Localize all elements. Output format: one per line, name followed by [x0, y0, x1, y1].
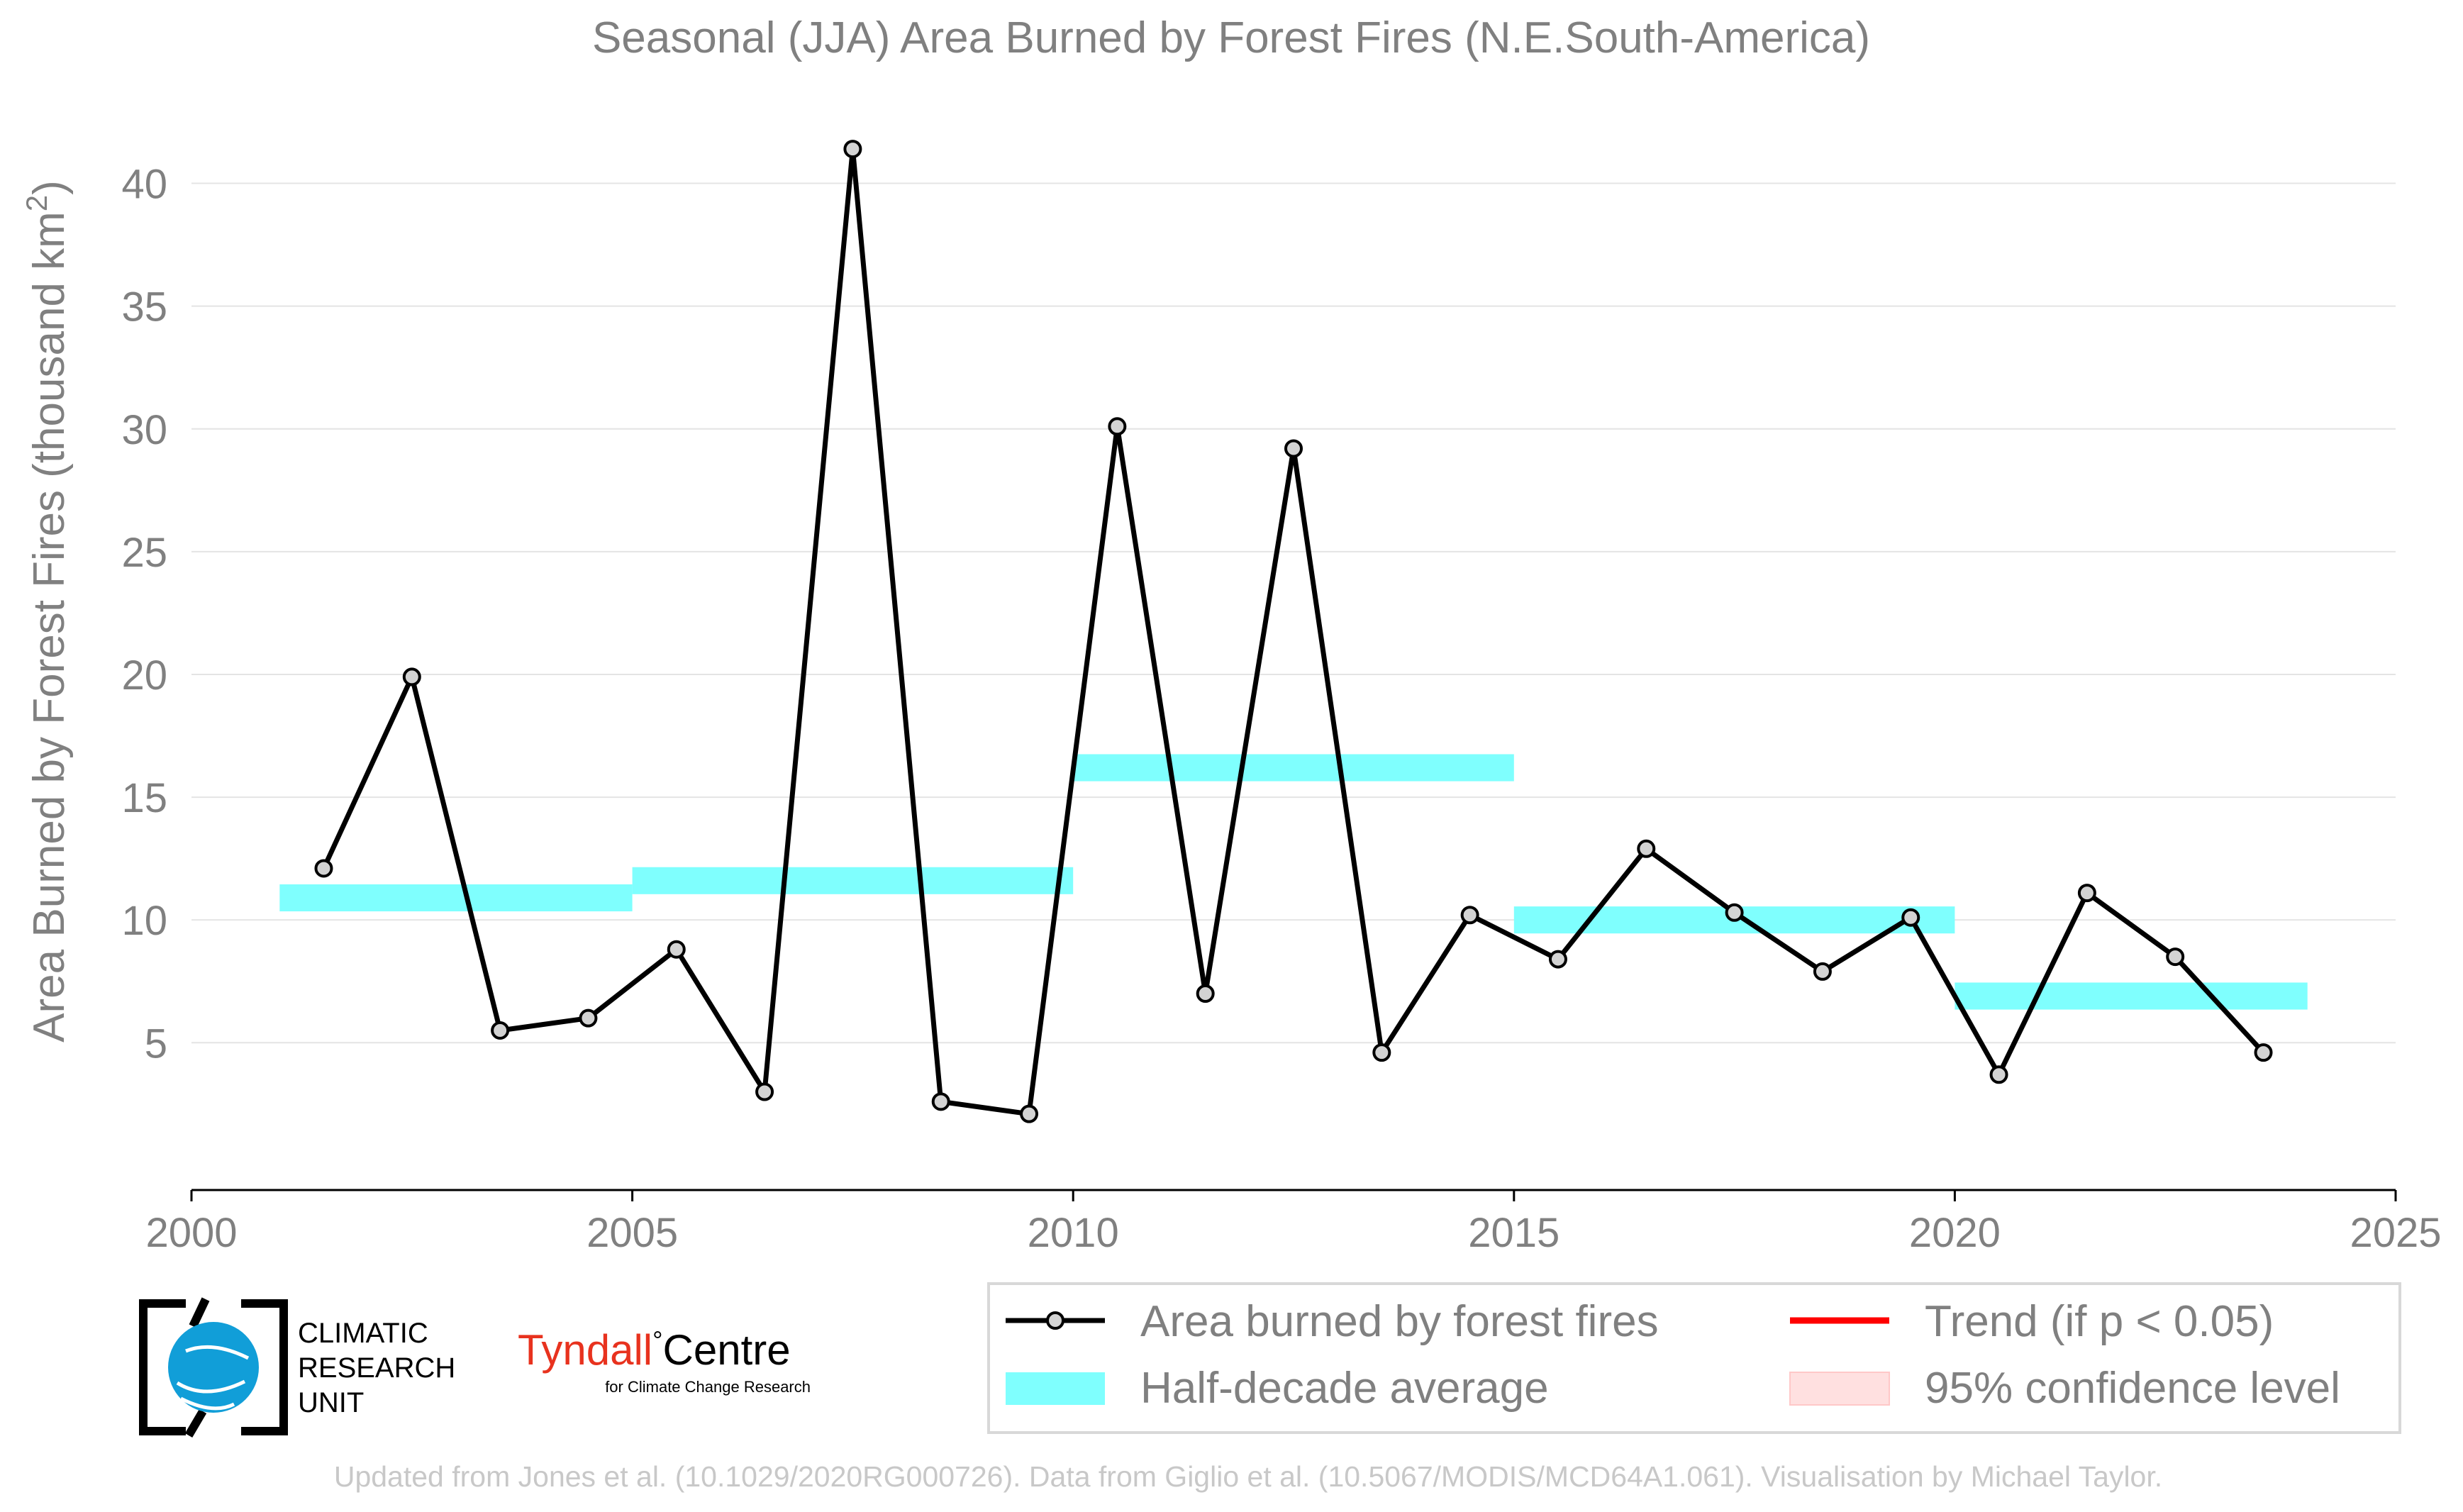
data-point — [1196, 984, 1215, 1004]
legend: Area burned by forest fires Trend (if p … — [987, 1282, 2401, 1434]
data-point — [1460, 906, 1479, 925]
y-axis-label-close: ) — [25, 180, 74, 195]
half-decade-bar — [279, 884, 633, 912]
y-tick-label: 35 — [121, 284, 167, 330]
tyndall-logo-centre: Centre — [663, 1326, 791, 1374]
tyndall-logo-name: Tyndall°Centre — [518, 1325, 791, 1374]
data-point — [1725, 903, 1744, 922]
cru-logo-bracket-right — [241, 1299, 288, 1435]
data-point — [2166, 947, 2185, 967]
legend-swatch-confidence — [1789, 1372, 1890, 1406]
data-point — [2077, 884, 2096, 903]
y-tick-label: 40 — [121, 162, 167, 208]
legend-swatch-area-burned-marker — [1046, 1311, 1064, 1330]
data-point — [1637, 839, 1656, 858]
tyndall-logo-degree: ° — [652, 1325, 662, 1355]
legend-swatch-half-decade — [1006, 1372, 1105, 1405]
series-line — [321, 146, 2266, 1117]
data-point — [667, 940, 686, 959]
x-tick-label: 2010 — [1028, 1210, 1119, 1256]
y-tick-label: 10 — [121, 898, 167, 944]
y-axis-label: Area Burned by Forest Fires (thousand km… — [20, 180, 74, 1043]
y-tick-label: 25 — [121, 530, 167, 576]
cru-logo-slash-top — [189, 1297, 210, 1328]
data-point — [1284, 439, 1303, 458]
legend-label-trend: Trend (if p < 0.05) — [1925, 1297, 2274, 1346]
cru-logo: CLIMATIC RESEARCH UNIT — [139, 1297, 455, 1438]
y-axis-label-superscript: 2 — [20, 195, 53, 211]
x-tick-label: 2000 — [145, 1210, 237, 1256]
x-tick-label: 2015 — [1468, 1210, 1559, 1256]
data-point — [1020, 1104, 1039, 1123]
tyndall-logo-subtitle: for Climate Change Research — [605, 1378, 811, 1396]
x-tick-label: 2005 — [586, 1210, 678, 1256]
y-tick-label: 30 — [121, 407, 167, 453]
cru-logo-line-2: RESEARCH — [298, 1352, 455, 1384]
tyndall-logo: Tyndall°Centre for Climate Change Resear… — [518, 1325, 811, 1396]
data-point — [843, 140, 862, 159]
legend-frame — [987, 1282, 2401, 1434]
half-decade-bar — [1073, 754, 1514, 782]
series-area-burned — [314, 140, 2273, 1123]
legend-label-half-decade: Half-decade average — [1140, 1364, 1549, 1413]
cru-logo-slash-bottom — [184, 1408, 207, 1438]
legend-label-area-burned: Area burned by forest fires — [1140, 1297, 1659, 1346]
data-point — [1989, 1065, 2008, 1084]
data-point — [314, 859, 333, 878]
half-decade-bars — [279, 754, 2308, 1010]
cru-logo-line-1: CLIMATIC — [298, 1318, 428, 1349]
half-decade-bar — [632, 867, 1074, 894]
data-point — [1813, 962, 1832, 981]
y-tick-label: 20 — [121, 652, 167, 699]
data-point — [1548, 950, 1567, 969]
tyndall-logo-word: Tyndall — [518, 1326, 652, 1374]
globe-icon-highlight — [176, 1345, 250, 1411]
half-decade-bar — [1955, 982, 2308, 1010]
cru-logo-line-3: UNIT — [298, 1387, 364, 1418]
credit-line: Updated from Jones et al. (10.1029/2020R… — [334, 1460, 2162, 1493]
data-point — [2254, 1043, 2273, 1062]
data-point — [755, 1082, 774, 1101]
data-point — [931, 1092, 950, 1111]
data-point — [1372, 1043, 1391, 1062]
y-tick-label: 15 — [121, 775, 167, 821]
data-point — [491, 1021, 510, 1040]
data-point — [1901, 908, 1920, 927]
data-point — [402, 667, 421, 686]
x-tick-label: 2020 — [1909, 1210, 2001, 1256]
y-tick-label: 5 — [145, 1021, 167, 1067]
grid-lines — [191, 182, 2396, 1044]
data-point — [579, 1008, 598, 1028]
data-point — [1108, 417, 1127, 436]
legend-label-confidence: 95% confidence level — [1925, 1364, 2340, 1413]
chart-title: Seasonal (JJA) Area Burned by Forest Fir… — [592, 13, 1870, 62]
x-tick-label: 2025 — [2350, 1210, 2441, 1256]
cru-logo-bracket-left — [139, 1299, 186, 1435]
